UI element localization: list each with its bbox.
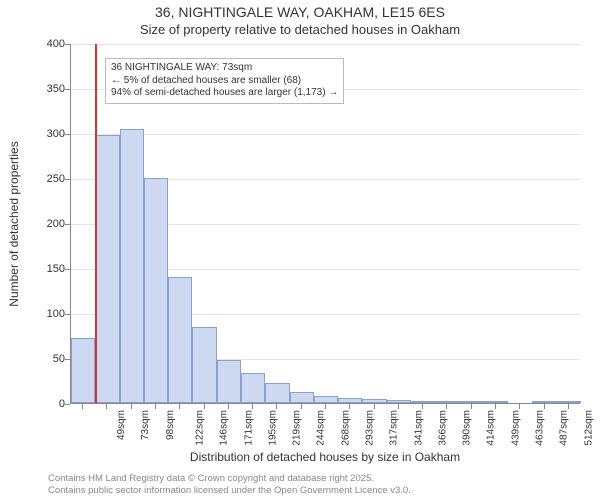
x-tick-mark — [179, 404, 180, 409]
histogram-bar — [168, 277, 192, 403]
annotation-line-1: 36 NIGHTINGALE WAY: 73sqm — [111, 62, 338, 75]
x-tick-label: 49sqm — [116, 410, 127, 440]
reference-marker-line — [95, 44, 97, 403]
x-tick-label: 414sqm — [486, 410, 497, 446]
histogram-bar — [484, 401, 508, 403]
x-tick-mark — [106, 404, 107, 409]
x-tick-mark — [131, 404, 132, 409]
x-tick-mark — [568, 404, 569, 409]
x-tick-mark — [204, 404, 205, 409]
x-tick-label: 171sqm — [243, 410, 254, 446]
x-tick-mark — [446, 404, 447, 409]
x-tick-mark — [228, 404, 229, 409]
histogram-bar — [241, 373, 265, 403]
y-tick-label: 300 — [5, 128, 65, 140]
histogram-bar — [95, 135, 119, 403]
x-tick-label: 73sqm — [140, 410, 151, 440]
histogram-bar — [362, 399, 386, 403]
annotation-line-2: ← 5% of detached houses are smaller (68) — [111, 75, 338, 88]
annotation-line-3: 94% of semi-detached houses are larger (… — [111, 87, 338, 100]
histogram-bar — [144, 178, 168, 403]
plot-area: 36 NIGHTINGALE WAY: 73sqm ← 5% of detach… — [70, 44, 580, 404]
histogram-bar — [71, 338, 95, 403]
x-tick-label: 317sqm — [389, 410, 400, 446]
x-tick-mark — [349, 404, 350, 409]
histogram-bar — [265, 383, 289, 403]
x-tick-label: 268sqm — [340, 410, 351, 446]
chart-title-line2: Size of property relative to detached ho… — [0, 22, 600, 37]
footer-line-1: Contains HM Land Registry data © Crown c… — [48, 473, 411, 484]
histogram-bar — [387, 400, 411, 403]
x-tick-label: 293sqm — [365, 410, 376, 446]
x-tick-label: 195sqm — [267, 410, 278, 446]
x-axis-label: Distribution of detached houses by size … — [70, 450, 580, 464]
x-tick-label: 122sqm — [195, 410, 206, 446]
y-tick-label: 150 — [5, 263, 65, 275]
x-tick-mark — [252, 404, 253, 409]
x-tick-label: 98sqm — [165, 410, 176, 440]
x-tick-mark — [398, 404, 399, 409]
x-tick-label: 512sqm — [583, 410, 594, 446]
histogram-bar — [411, 401, 435, 403]
chart-container: 36, NIGHTINGALE WAY, OAKHAM, LE15 6ES Si… — [0, 0, 600, 500]
x-tick-mark — [519, 404, 520, 409]
footer-line-2: Contains public sector information licen… — [48, 485, 411, 496]
y-axis-ticks: 050100150200250300350400 — [0, 44, 65, 404]
histogram-bar — [120, 129, 144, 404]
histogram-bar — [338, 398, 362, 403]
x-tick-label: 463sqm — [535, 410, 546, 446]
y-tick-label: 400 — [5, 38, 65, 50]
x-tick-label: 146sqm — [219, 410, 230, 446]
histogram-bar — [460, 401, 484, 403]
chart-title-line1: 36, NIGHTINGALE WAY, OAKHAM, LE15 6ES — [0, 4, 600, 20]
histogram-bar — [192, 327, 216, 404]
x-tick-label: 244sqm — [316, 410, 327, 446]
x-tick-label: 366sqm — [437, 410, 448, 446]
x-tick-label: 487sqm — [559, 410, 570, 446]
histogram-bar — [314, 396, 338, 403]
y-tick-label: 0 — [5, 398, 65, 410]
histogram-bar — [557, 401, 581, 403]
x-tick-mark — [471, 404, 472, 409]
x-tick-label: 341sqm — [413, 410, 424, 446]
x-tick-mark — [422, 404, 423, 409]
x-tick-label: 390sqm — [462, 410, 473, 446]
x-tick-mark — [301, 404, 302, 409]
annotation-box: 36 NIGHTINGALE WAY: 73sqm ← 5% of detach… — [105, 58, 344, 104]
x-tick-mark — [544, 404, 545, 409]
y-tick-label: 250 — [5, 173, 65, 185]
footer-attribution: Contains HM Land Registry data © Crown c… — [48, 473, 411, 496]
histogram-bar — [532, 401, 556, 403]
y-tick-label: 200 — [5, 218, 65, 230]
y-tick-label: 350 — [5, 83, 65, 95]
x-tick-label: 439sqm — [510, 410, 521, 446]
x-tick-mark — [276, 404, 277, 409]
x-tick-mark — [325, 404, 326, 409]
y-tick-label: 100 — [5, 308, 65, 320]
histogram-bar — [217, 360, 241, 403]
histogram-bar — [290, 392, 314, 403]
y-tick-label: 50 — [5, 353, 65, 365]
x-tick-mark — [374, 404, 375, 409]
x-tick-mark — [155, 404, 156, 409]
x-tick-mark — [82, 404, 83, 409]
x-tick-mark — [495, 404, 496, 409]
x-tick-label: 219sqm — [292, 410, 303, 446]
histogram-bar — [435, 401, 459, 403]
